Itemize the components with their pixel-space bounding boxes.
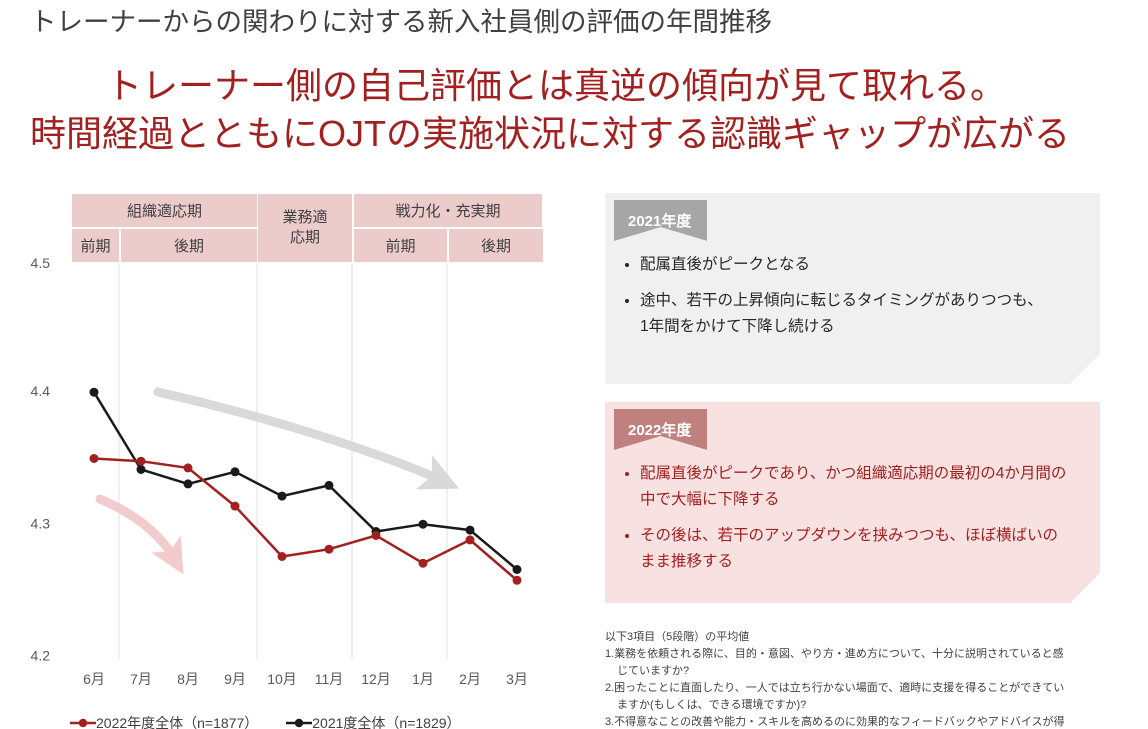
svg-text:10月: 10月 [267, 671, 297, 687]
svg-text:4.3: 4.3 [31, 515, 51, 531]
svg-text:12月: 12月 [361, 671, 391, 687]
svg-text:9月: 9月 [224, 671, 246, 687]
svg-text:4.2: 4.2 [31, 648, 51, 664]
svg-text:4.4: 4.4 [31, 383, 51, 399]
svg-text:6月: 6月 [83, 671, 105, 687]
svg-text:1月: 1月 [412, 671, 434, 687]
svg-text:8月: 8月 [177, 671, 199, 687]
svg-text:7月: 7月 [130, 671, 152, 687]
svg-text:4.5: 4.5 [31, 255, 51, 271]
svg-text:3月: 3月 [506, 671, 528, 687]
svg-text:11月: 11月 [315, 671, 344, 687]
svg-text:2月: 2月 [459, 671, 481, 687]
